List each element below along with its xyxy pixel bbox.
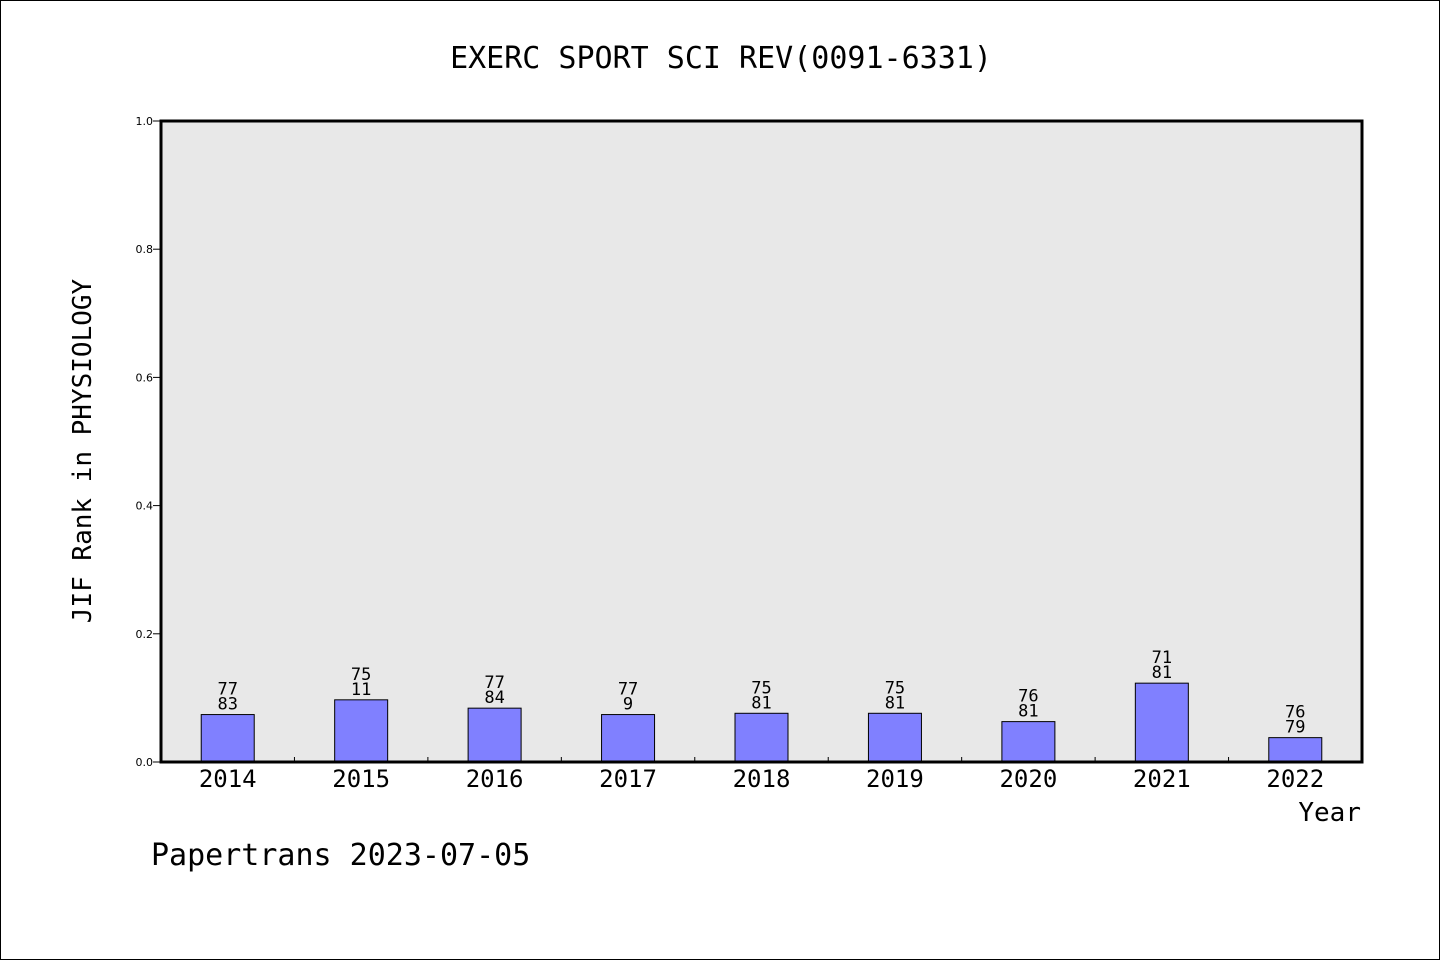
bar-label-top: 77: [484, 673, 504, 693]
bar-series: [200, 682, 1323, 763]
bar-2016: [467, 707, 522, 763]
y-tick-label: 1.0: [136, 115, 154, 128]
x-tick-label: 2019: [866, 765, 924, 793]
x-tick-label: 2015: [332, 765, 390, 793]
bar-2017: [601, 714, 656, 763]
x-tick-label: 2014: [199, 765, 257, 793]
bar-label-top: 76: [1018, 687, 1038, 707]
bar-2022: [1268, 737, 1323, 763]
bar-label-bottom: 81: [751, 693, 771, 713]
x-tick-label: 2020: [999, 765, 1057, 793]
bar-2019: [867, 712, 922, 763]
bar-label-bottom: 81: [1152, 663, 1172, 683]
footer-text: Papertrans 2023-07-05: [151, 838, 530, 873]
bar-label-top: 76: [1285, 703, 1305, 723]
x-tick-label: 2021: [1133, 765, 1191, 793]
bar-label-bottom: 11: [351, 680, 371, 700]
bar-2015: [334, 699, 389, 763]
x-axis: 2014 2015 2016 2017 2018 2019 2020 2021 2022: [199, 757, 1324, 793]
x-tick-label: 2017: [599, 765, 657, 793]
x-tick-label: 2018: [733, 765, 791, 793]
y-tick-label: 0.8: [136, 243, 154, 256]
bar-label-top: 77: [217, 680, 237, 700]
bar-2018: [734, 712, 789, 763]
y-axis-label: JIF Rank in PHYSIOLOGY: [68, 278, 98, 623]
y-tick-label: 0.6: [136, 371, 154, 384]
plot-border: [159, 119, 1364, 764]
bar-label-bottom: 81: [885, 693, 905, 713]
bar-label-top: 75: [885, 678, 905, 698]
bar-2014: [200, 714, 255, 763]
bar-label-bottom: 81: [1018, 702, 1038, 722]
x-tick-label: 2022: [1266, 765, 1324, 793]
bar-label-bottom: 83: [217, 695, 237, 715]
plot-area: [161, 121, 1362, 762]
chart-title: EXERC SPORT SCI REV(0091-6331): [450, 41, 992, 76]
bar-label-bottom: 84: [484, 688, 504, 708]
bar-label-top: 75: [751, 678, 771, 698]
bar-2021: [1134, 682, 1189, 763]
bar-label-bottom: 9: [623, 695, 633, 715]
y-tick-label: 0.0: [136, 756, 154, 769]
bar-label-top: 71: [1152, 648, 1172, 668]
x-axis-label: Year: [1298, 798, 1361, 828]
y-axis: 0.0 0.2 0.4 0.6 0.8 1.0: [136, 115, 161, 769]
bar-label-top: 77: [618, 680, 638, 700]
y-tick-label: 0.4: [136, 500, 154, 513]
x-tick-label: 2016: [466, 765, 524, 793]
bar-2020: [1001, 721, 1056, 763]
y-tick-label: 0.2: [136, 628, 154, 641]
bar-label-top: 75: [351, 665, 371, 685]
bar-label-bottom: 79: [1285, 718, 1305, 738]
